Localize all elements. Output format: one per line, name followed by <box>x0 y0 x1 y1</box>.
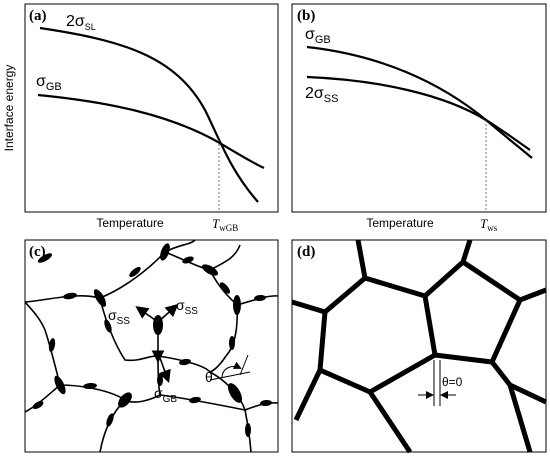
panel-d: (d) θ=0 <box>291 239 548 454</box>
panel-c-theta-construction <box>209 354 251 381</box>
panel-b-label: (b) <box>297 8 315 24</box>
panel-b: (b) Temperature σGB 2σSS Tws <box>291 3 547 233</box>
panel-a-label: (a) <box>29 8 47 24</box>
panel-a-t-mark: TwGB <box>212 216 238 233</box>
panel-d-label: (d) <box>297 244 315 260</box>
panel-b-t-mark: Tws <box>480 216 498 233</box>
panel-c-theta: θ <box>205 369 213 385</box>
panel-d-frame <box>291 239 547 453</box>
panel-c-sigma-ss-left: σSS <box>108 307 130 327</box>
panel-d-theta-eq: θ=0 <box>442 375 463 389</box>
panel-b-frame <box>291 3 547 213</box>
panel-d-theta-marker <box>418 360 456 406</box>
panel-c-sigma-ss-right: σSS <box>176 297 198 317</box>
panel-a-curve-2sigma-sl <box>39 26 259 203</box>
panel-a-frame <box>24 3 279 213</box>
panel-a-label-sigma-gb: σGB <box>36 73 62 93</box>
panel-a-ylabel: Interface energy <box>2 65 16 152</box>
panel-b-curve-sigma-gb <box>306 45 533 159</box>
panel-c-grain-network <box>24 239 279 453</box>
panel-b-curve-2sigma-ss <box>306 75 531 151</box>
panel-c-frame <box>24 239 279 453</box>
panel-b-label-sigma-gb: σGB <box>305 26 331 46</box>
panel-b-xlabel: Temperature <box>366 216 434 230</box>
panel-a: (a) Interface energy Temperature 2σSL σG… <box>2 3 279 233</box>
panel-c-sigma-gb: σGB <box>154 385 177 405</box>
panel-c-label: (c) <box>29 244 46 260</box>
panel-a-curve-sigma-gb <box>37 93 265 170</box>
panel-b-label-2sigma-ss: 2σSS <box>305 85 338 105</box>
panel-a-label-2sigma-sl: 2σSL <box>66 13 96 32</box>
panel-c-force-arrows <box>135 303 179 384</box>
panel-d-grain-network <box>291 239 548 454</box>
panel-c: (c) <box>24 239 279 453</box>
panel-a-xlabel: Temperature <box>96 216 164 230</box>
